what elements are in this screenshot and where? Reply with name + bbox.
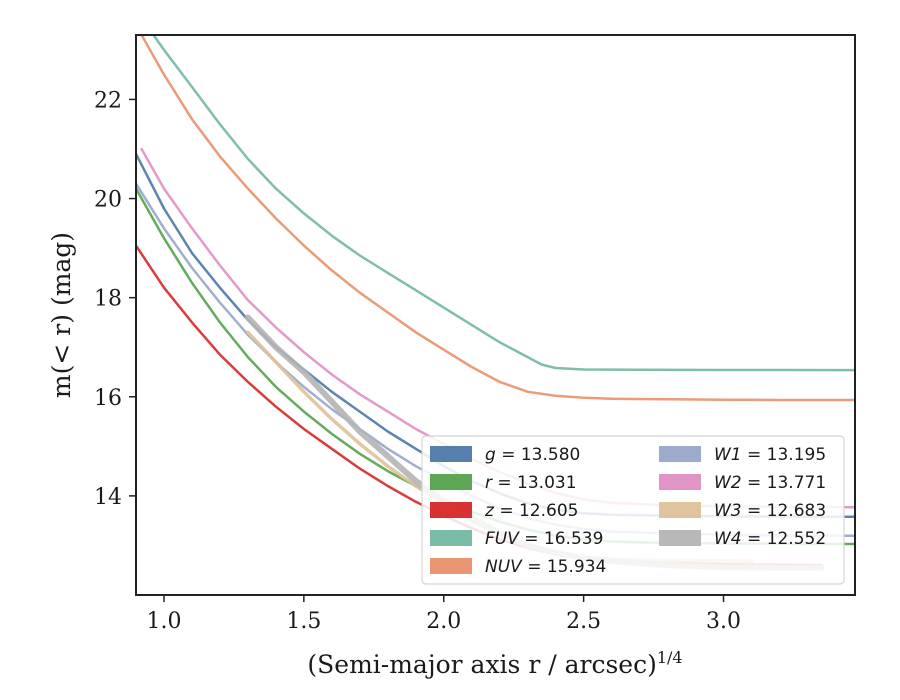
legend-label-nuv: NUV = 15.934	[485, 557, 606, 577]
legend-label-w1: W1 = 13.195	[714, 445, 826, 465]
legend-swatch-w2	[659, 474, 701, 490]
legend-swatch-w4	[659, 530, 701, 546]
ticks-layer: 1.0 1.5 2.0 2.5 3.0 14 16 18 20 22	[94, 88, 741, 634]
legend-box	[421, 435, 845, 585]
legend-swatch-g	[430, 446, 472, 462]
y-tick-label: 16	[94, 386, 122, 411]
legend-label-band: W2	[714, 473, 742, 493]
legend-label-z: z = 12.605	[484, 501, 578, 521]
y-tick-label: 14	[94, 485, 122, 510]
x-tick-label: 1.0	[146, 609, 181, 634]
y-tick-label: 20	[94, 188, 122, 213]
legend-label-value: = 13.771	[742, 473, 827, 493]
y-axis-label: m(< r) (mag)	[47, 232, 76, 398]
legend-swatch-w1	[659, 446, 701, 462]
x-tick-label: 1.5	[286, 609, 321, 634]
legend-swatch-r	[430, 474, 472, 490]
legend-label-band: z	[484, 501, 495, 521]
x-tick-label: 2.0	[426, 609, 461, 634]
x-axis-label-main: (Semi-major axis r / arcsec)	[307, 650, 656, 679]
legend-label-value: = 12.683	[742, 501, 827, 521]
legend-label-band: g	[485, 445, 496, 465]
legend-label-value: = 13.195	[742, 445, 827, 465]
y-tick-label: 18	[94, 287, 122, 312]
series-line-nuv	[140, 35, 855, 402]
legend-swatch-z	[430, 502, 472, 518]
legend-label-value: = 13.031	[492, 473, 577, 493]
legend-label-r: r = 13.031	[485, 473, 577, 493]
x-tick-label: 3.0	[706, 609, 741, 634]
legend-label-band: r	[485, 473, 493, 493]
x-axis-label: (Semi-major axis r / arcsec)1/4	[307, 648, 682, 679]
legend-label-band: W3	[714, 501, 742, 521]
legend-label-value: = 12.552	[742, 529, 827, 549]
legend-label-value: = 12.605	[494, 501, 579, 521]
legend-label-band: FUV	[485, 529, 520, 549]
legend-label-w4: W4 = 12.552	[714, 529, 826, 549]
x-axis-label-superscript: 1/4	[657, 648, 683, 667]
series-line-fuv	[151, 35, 855, 372]
legend-label-band: W1	[714, 445, 742, 465]
plot-frame	[135, 34, 856, 596]
legend-label-value: = 16.539	[519, 529, 604, 549]
x-tick-label: 2.5	[566, 609, 601, 634]
legend-label-value: = 15.934	[522, 557, 607, 577]
legend-label-g: g = 13.580	[485, 445, 580, 465]
legend-swatch-w3	[659, 502, 701, 518]
legend-swatch-nuv	[430, 558, 472, 574]
legend-label-band: W4	[714, 529, 742, 549]
legend-swatch-fuv	[430, 530, 472, 546]
legend-label-w2: W2 = 13.771	[714, 473, 826, 493]
legend-label-w3: W3 = 12.683	[714, 501, 826, 521]
y-tick-label: 22	[94, 88, 122, 113]
legend-label-band: NUV	[485, 557, 523, 577]
legend-label-fuv: FUV = 16.539	[485, 529, 603, 549]
legend-label-value: = 13.580	[496, 445, 581, 465]
